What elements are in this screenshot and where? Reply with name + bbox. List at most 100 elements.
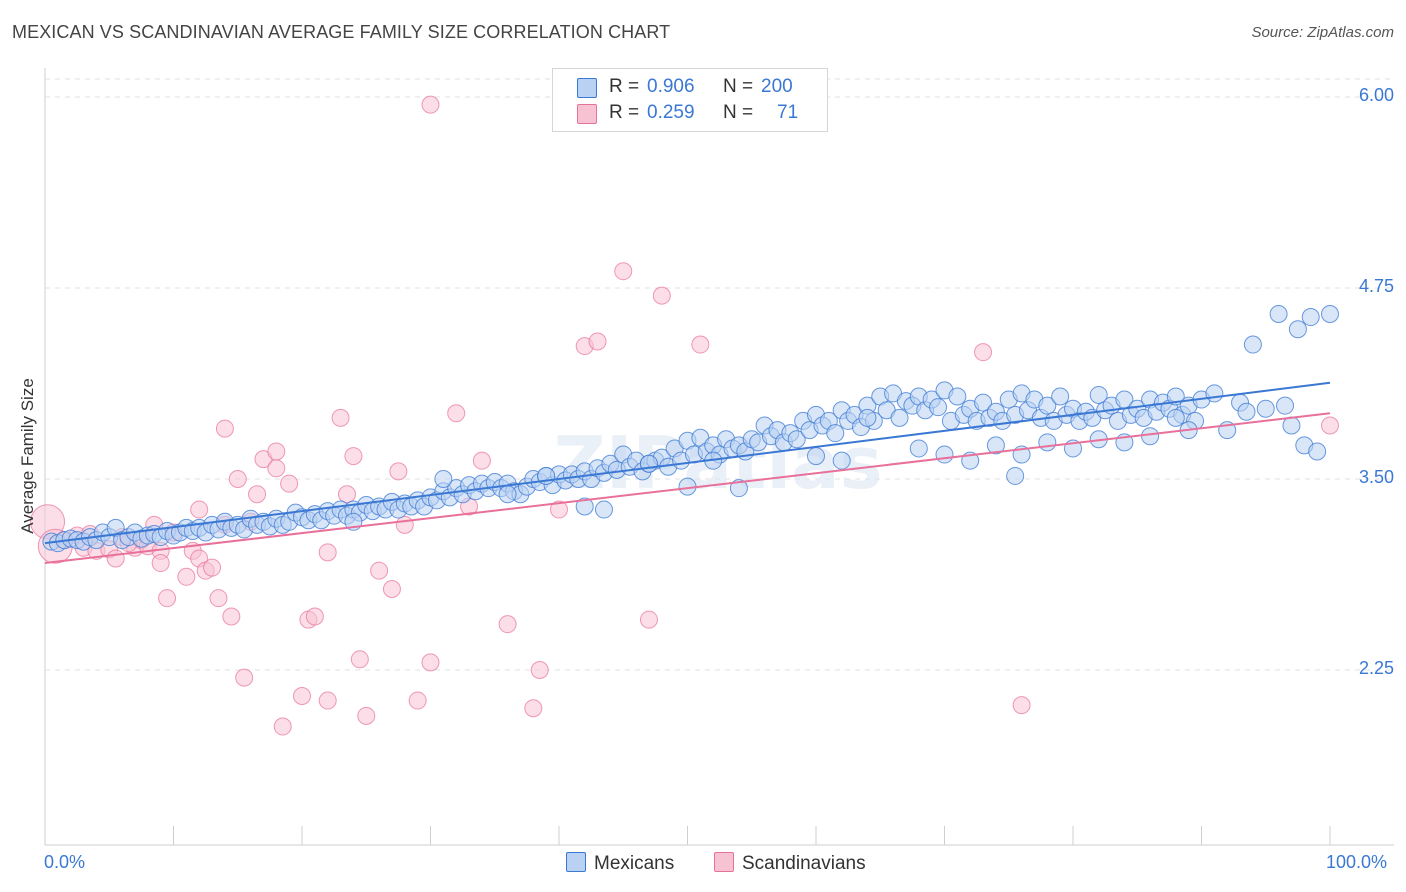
mexicans-point: [787, 430, 806, 449]
mexicans-point: [1301, 308, 1320, 327]
mexicans-point: [729, 479, 748, 498]
scandinavians-point: [190, 500, 209, 519]
y-tick-label: 4.75: [1358, 276, 1394, 296]
mexicans-point: [986, 436, 1005, 455]
mexicans-point: [1243, 335, 1262, 354]
x-tick-label-min: 0.0%: [44, 852, 86, 872]
scandinavians-point: [318, 691, 337, 710]
scandinavians-point: [158, 589, 177, 608]
scandinavians-point: [974, 343, 993, 362]
mexicans-point: [575, 497, 594, 516]
mexicans-point: [1089, 385, 1108, 404]
scandinavians-point: [267, 442, 286, 461]
scandinavians-point: [550, 500, 568, 519]
mexicans-trend-line: [44, 381, 1331, 545]
scandinavians-point: [614, 262, 633, 281]
mexicans-point: [1166, 408, 1185, 427]
mexicans-point: [935, 445, 954, 464]
mexicans-point: [1288, 320, 1307, 339]
source-label: Source: ZipAtlas.com: [1251, 24, 1394, 41]
scandinavians-point: [228, 470, 247, 488]
scandinavians-point: [524, 699, 543, 718]
y-tick-label: 3.50: [1358, 467, 1394, 487]
mexicans-point: [948, 387, 967, 406]
scandinavians-point: [357, 706, 376, 725]
mexicans-point: [1038, 433, 1057, 452]
scandinavians-point: [248, 485, 267, 504]
scandinavians-point: [331, 408, 350, 427]
legend-n-value: 200: [761, 76, 793, 97]
bottom-legend-swatch-blue: [566, 852, 586, 872]
scandinavians-point: [106, 549, 125, 568]
mexicans-point: [434, 470, 453, 488]
mexicans-point: [826, 424, 845, 443]
mexicans-point: [1269, 304, 1288, 323]
scandinavians-point: [235, 668, 254, 687]
y-tick-label: 6.00: [1358, 85, 1394, 105]
mexicans-point: [1237, 402, 1256, 421]
mexicans-point: [594, 500, 613, 519]
mexicans-point: [639, 454, 658, 473]
scandinavians-point: [305, 607, 324, 626]
trend-lines: [44, 381, 1331, 565]
scandinavians-point: [267, 459, 286, 478]
scandinavians-point: [530, 661, 549, 679]
mexicans-point: [1308, 442, 1327, 461]
mexicans-point: [1321, 304, 1339, 323]
scandinavians-point: [280, 474, 299, 493]
mexicans-point: [858, 408, 877, 427]
axes: [44, 68, 1394, 846]
scandinavians-point: [395, 515, 414, 534]
scandinavians-point: [151, 554, 170, 573]
scandinavians-point: [588, 332, 607, 351]
scandinavians-point: [293, 686, 311, 705]
bottom-legend-scandinavians: Scandinavians: [714, 852, 866, 875]
mexicans-point: [1038, 396, 1057, 415]
mexicans-point: [974, 393, 993, 412]
legend-r-value: 0.906: [647, 76, 695, 97]
mexicans-point: [1282, 416, 1301, 435]
mexicans-point: [1256, 399, 1275, 418]
scandinavians-point: [1321, 416, 1339, 435]
scandinavians-trend-line: [44, 412, 1331, 565]
scandinavians-point: [177, 567, 196, 586]
scandinavians-point: [273, 717, 292, 736]
scandinavians-point: [691, 335, 710, 354]
mexicans-point: [1051, 387, 1070, 406]
scandinavians-point: [209, 589, 228, 608]
scandinavians-point: [337, 485, 356, 504]
scandinavians-point: [472, 451, 491, 470]
mexicans-point: [890, 408, 909, 427]
stats-legend: R = 0.906 N = 200 R = 0.259 N = 71: [552, 68, 828, 132]
mexicans-point: [909, 439, 928, 458]
scandinavians-point: [370, 561, 389, 580]
mexicans-point: [1276, 396, 1295, 415]
mexicans-point: [929, 398, 948, 417]
legend-swatch-pink: [577, 104, 597, 124]
y-tick-label: 2.25: [1358, 658, 1394, 678]
mexicans-point: [1141, 427, 1160, 446]
grid-lines: [45, 78, 1394, 671]
scandinavians-point: [652, 286, 671, 305]
scandinavians-point: [203, 558, 222, 577]
legend-n-value: 71: [777, 102, 799, 123]
chart-title: MEXICAN VS SCANDINAVIAN AVERAGE FAMILY S…: [12, 22, 671, 42]
scandinavians-point: [447, 404, 466, 423]
scandinavians-point: [318, 543, 337, 562]
mexicans-point: [807, 447, 825, 466]
mexicans-point: [1006, 466, 1025, 485]
mexicans-point: [832, 451, 851, 470]
scandinavians-point: [1012, 696, 1031, 715]
scandinavians-point: [222, 607, 241, 626]
scandinavians-point: [498, 615, 517, 634]
scandinavians-point: [350, 650, 369, 669]
scandinavians-point: [344, 447, 363, 466]
legend-r-value: 0.259: [647, 102, 695, 123]
bottom-legend-swatch-pink: [714, 852, 734, 872]
mexicans-point: [1205, 384, 1224, 403]
scandinavians-point: [389, 462, 408, 481]
scandinavians-point: [421, 95, 440, 114]
y-axis-title: Average Family Size: [18, 378, 37, 534]
x-tick-label-max: 100.0%: [1326, 852, 1388, 872]
